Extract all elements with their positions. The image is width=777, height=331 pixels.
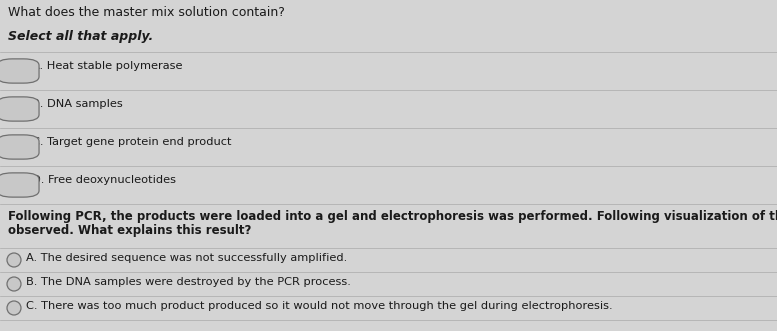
Text: C. Target gene protein end product: C. Target gene protein end product (32, 137, 232, 147)
Text: A. The desired sequence was not successfully amplified.: A. The desired sequence was not successf… (26, 253, 347, 263)
Ellipse shape (7, 277, 21, 291)
Text: A. Heat stable polymerase: A. Heat stable polymerase (32, 61, 183, 71)
Text: D. Free deoxynucleotides: D. Free deoxynucleotides (32, 175, 176, 185)
Text: observed. What explains this result?: observed. What explains this result? (8, 224, 252, 237)
Text: B. DNA samples: B. DNA samples (32, 99, 123, 109)
Text: What does the master mix solution contain?: What does the master mix solution contai… (8, 6, 285, 19)
FancyBboxPatch shape (0, 97, 39, 121)
Text: Select all that apply.: Select all that apply. (8, 30, 153, 43)
Text: B. The DNA samples were destroyed by the PCR process.: B. The DNA samples were destroyed by the… (26, 277, 351, 287)
Text: Following PCR, the products were loaded into a gel and electrophoresis was perfo: Following PCR, the products were loaded … (8, 210, 777, 223)
Text: C. There was too much product produced so it would not move through the gel duri: C. There was too much product produced s… (26, 301, 612, 311)
FancyBboxPatch shape (0, 135, 39, 159)
Ellipse shape (7, 253, 21, 267)
Ellipse shape (7, 301, 21, 315)
FancyBboxPatch shape (0, 59, 39, 83)
FancyBboxPatch shape (0, 173, 39, 197)
